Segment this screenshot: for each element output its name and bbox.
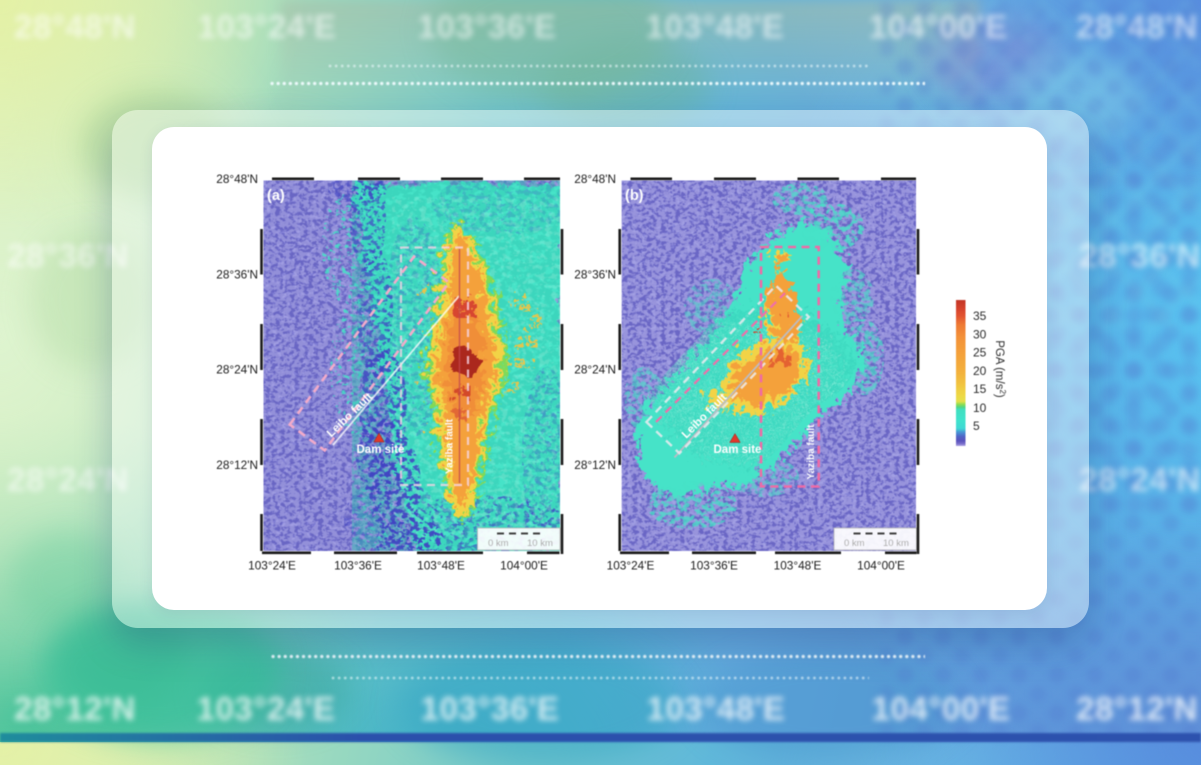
- svg-text:Dam site: Dam site: [357, 444, 405, 456]
- svg-text:0 km: 0 km: [488, 538, 509, 549]
- svg-text:104°00'E: 104°00'E: [500, 559, 548, 573]
- svg-text:20: 20: [973, 364, 987, 378]
- svg-text:15: 15: [973, 382, 987, 396]
- svg-text:28°12'N: 28°12'N: [574, 458, 616, 472]
- svg-text:0 km: 0 km: [844, 538, 865, 549]
- svg-text:25: 25: [973, 346, 987, 360]
- svg-text:103°48'E: 103°48'E: [774, 559, 822, 573]
- svg-text:5: 5: [973, 419, 980, 433]
- svg-text:103°36'E: 103°36'E: [334, 559, 382, 573]
- svg-text:10 km: 10 km: [527, 538, 553, 549]
- svg-text:PGA (m/s2): PGA (m/s2): [993, 340, 1008, 398]
- svg-text:28°36'N: 28°36'N: [216, 268, 258, 282]
- svg-text:28°24'N: 28°24'N: [216, 363, 258, 377]
- svg-text:28°48'N: 28°48'N: [574, 172, 616, 186]
- svg-text:(a): (a): [267, 188, 285, 204]
- svg-text:104°00'E: 104°00'E: [857, 559, 905, 573]
- svg-text:103°24'E: 103°24'E: [248, 559, 296, 573]
- svg-text:(b): (b): [625, 188, 644, 204]
- svg-text:103°24'E: 103°24'E: [607, 559, 655, 573]
- svg-text:28°12'N: 28°12'N: [216, 458, 258, 472]
- svg-text:28°24'N: 28°24'N: [574, 363, 616, 377]
- svg-text:28°48'N: 28°48'N: [216, 172, 258, 186]
- svg-text:Dam site: Dam site: [714, 444, 762, 456]
- svg-text:10: 10: [973, 401, 987, 415]
- svg-text:103°36'E: 103°36'E: [690, 559, 738, 573]
- svg-text:10 km: 10 km: [883, 538, 909, 549]
- svg-text:Yaziba fault: Yaziba fault: [806, 424, 817, 480]
- svg-text:103°48'E: 103°48'E: [417, 559, 465, 573]
- svg-text:Yaziba fault: Yaziba fault: [445, 418, 456, 474]
- svg-text:35: 35: [973, 309, 987, 323]
- svg-text:28°36'N: 28°36'N: [574, 268, 616, 282]
- svg-text:30: 30: [973, 328, 987, 342]
